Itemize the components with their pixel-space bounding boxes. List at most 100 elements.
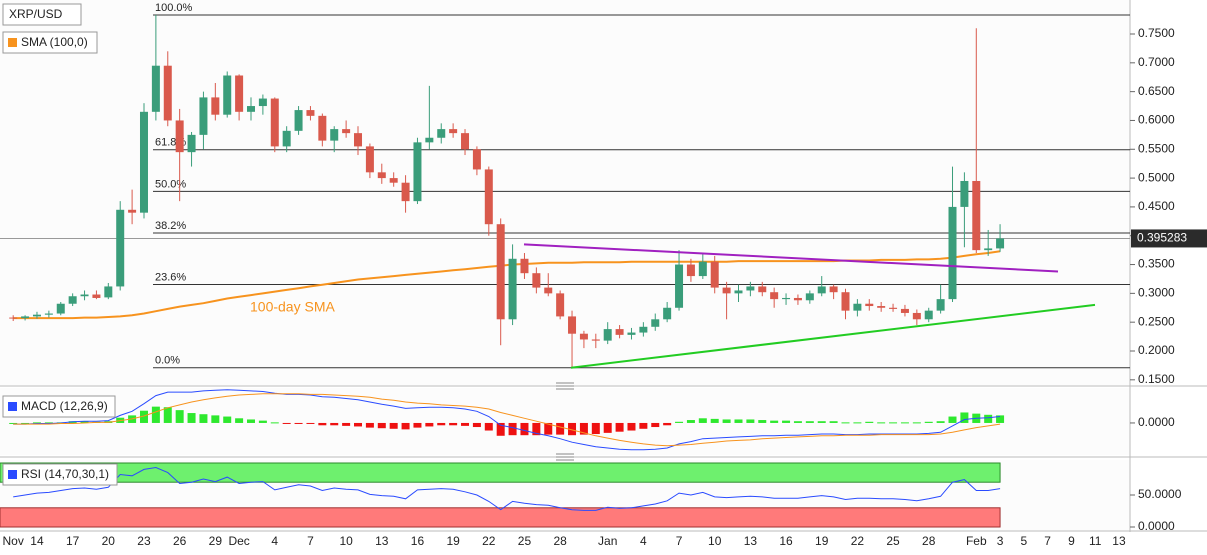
x-tick-label: 23 <box>137 534 151 548</box>
x-tick-label: 28 <box>553 534 567 548</box>
candle-body <box>544 287 553 294</box>
candle-body <box>710 261 719 288</box>
candle-body <box>805 293 814 301</box>
candle-body <box>639 326 648 333</box>
x-tick-label: 20 <box>102 534 116 548</box>
y-tick-label: 50.0000 <box>1138 487 1182 501</box>
candle-body <box>389 178 398 183</box>
macd-histogram-bar <box>235 418 244 423</box>
y-tick-label: 0.3500 <box>1138 257 1175 271</box>
macd-histogram-bar <box>710 418 719 423</box>
candle-body <box>425 137 434 143</box>
macd-histogram-bar <box>877 422 886 424</box>
candle-body <box>365 146 374 173</box>
macd-histogram-bar <box>817 421 826 423</box>
macd-histogram-bar <box>247 419 255 423</box>
fib-label: 23.6% <box>155 271 186 283</box>
macd-histogram-bar <box>734 419 743 423</box>
macd-histogram-bar <box>603 422 612 433</box>
candle-body <box>496 224 505 320</box>
candle-body <box>579 333 588 340</box>
legend-label: RSI (14,70,30,1) <box>21 467 109 481</box>
macd-histogram-bar <box>508 422 517 436</box>
macd-histogram-bar <box>330 422 339 426</box>
candle-body <box>56 303 65 314</box>
candle-body <box>175 120 184 153</box>
resize-grip[interactable] <box>556 453 574 461</box>
legend-box <box>2 395 116 418</box>
macd-histogram-bar <box>782 420 791 423</box>
candle-body <box>984 248 993 251</box>
macd-histogram-bar <box>32 422 41 424</box>
candle-body <box>568 316 577 334</box>
macd-histogram-bar <box>306 422 315 424</box>
macd-histogram-bar <box>449 422 458 426</box>
candle-body <box>865 303 874 307</box>
price-tag-label: 0.395283 <box>1137 231 1187 245</box>
macd-histogram-bar <box>377 422 386 429</box>
y-tick-label: 0.6500 <box>1138 84 1175 98</box>
x-tick-label: 10 <box>339 534 353 548</box>
candle-body <box>437 129 446 138</box>
legend-box <box>2 31 98 54</box>
candle-body <box>877 306 886 308</box>
macd-histogram-bar <box>163 407 172 423</box>
candle-body <box>80 294 89 297</box>
x-tick-label: 28 <box>922 534 936 548</box>
candle-body <box>556 293 565 317</box>
macd-histogram-bar <box>651 422 660 428</box>
x-tick-label: 7 <box>676 534 683 548</box>
x-tick-label: 10 <box>708 534 722 548</box>
trend-line <box>523 243 1059 273</box>
candle-body <box>247 106 255 112</box>
candle-body <box>734 290 743 294</box>
macd-histogram-bar <box>639 422 648 429</box>
x-tick-label: 25 <box>886 534 900 548</box>
legend-swatch <box>8 470 17 479</box>
legend-label: MACD (12,26,9) <box>21 399 108 413</box>
price-tag <box>1131 229 1207 248</box>
x-tick-label: Jan <box>598 534 617 548</box>
candle-body <box>199 97 208 135</box>
candle-body <box>675 264 684 308</box>
candle-body <box>294 110 303 131</box>
resize-grip[interactable] <box>556 382 574 390</box>
candle-body <box>722 287 731 294</box>
candle-body <box>948 206 957 300</box>
candle-body <box>401 182 410 202</box>
macd-histogram-bar <box>841 422 850 424</box>
y-tick-label: 0.0000 <box>1138 415 1175 429</box>
macd-histogram-bar <box>472 422 481 428</box>
price-panel <box>0 0 1130 385</box>
macd-histogram-bar <box>365 422 374 428</box>
macd-histogram-bar <box>996 415 1005 423</box>
macd-histogram-bar <box>294 422 303 424</box>
legend-swatch <box>8 38 17 47</box>
candle-body <box>758 286 767 293</box>
legend-box <box>2 3 82 26</box>
candle-body <box>508 258 517 320</box>
candle-body <box>44 313 53 315</box>
macd-histogram-bar <box>853 422 862 424</box>
x-tick-label: Nov <box>3 534 24 548</box>
candle-body <box>282 130 291 147</box>
x-tick-label: 25 <box>518 534 532 548</box>
x-tick-label: 7 <box>1044 534 1051 548</box>
macd-histogram-bar <box>532 422 541 436</box>
macd-histogram-bar <box>793 421 802 423</box>
y-tick-label: 0.5000 <box>1138 170 1175 184</box>
macd-histogram-bar <box>389 422 398 429</box>
macd-histogram-bar <box>199 414 208 423</box>
x-tick-label: 11 <box>1089 534 1102 548</box>
candle-body <box>627 332 636 335</box>
chart-title: XRP/USD <box>9 7 63 21</box>
x-tick-label: 4 <box>640 534 647 548</box>
candle-body <box>615 329 624 335</box>
macd-histogram-bar <box>425 422 434 427</box>
macd-histogram-bar <box>354 422 363 427</box>
x-tick-label: Feb <box>966 534 987 548</box>
x-tick-label: 9 <box>1068 534 1075 548</box>
x-tick-label: 19 <box>815 534 829 548</box>
fib-label: 100.0% <box>155 2 193 14</box>
